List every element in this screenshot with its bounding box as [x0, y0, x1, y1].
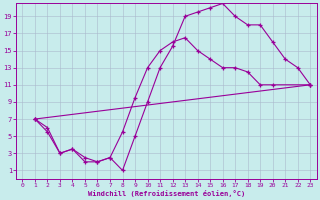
X-axis label: Windchill (Refroidissement éolien,°C): Windchill (Refroidissement éolien,°C): [88, 190, 245, 197]
